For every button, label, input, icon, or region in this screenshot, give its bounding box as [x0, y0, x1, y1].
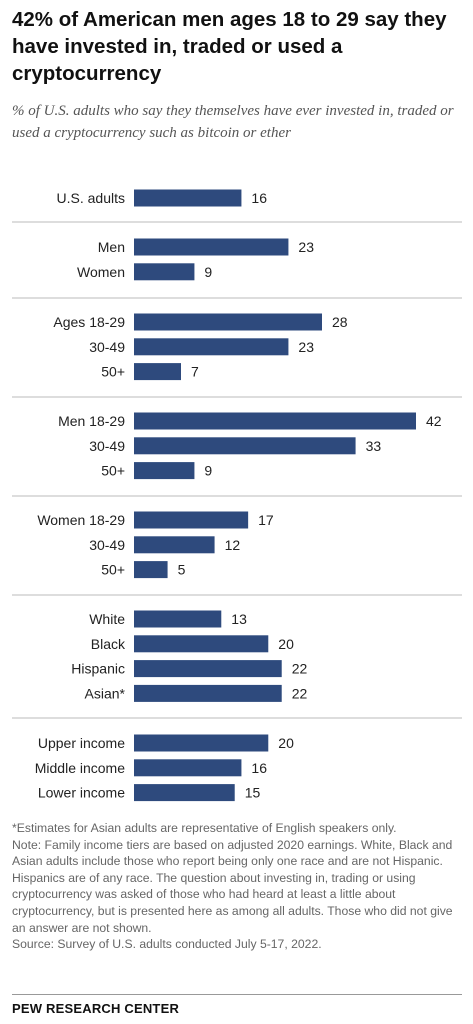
category-label-g6-hispanic: Hispanic	[71, 661, 125, 677]
category-label-g4-men-18-29: Men 18-29	[58, 413, 125, 429]
bar-g2-men	[134, 238, 289, 256]
category-label-g6-black: Black	[91, 636, 126, 652]
category-label-g2-women: Women	[77, 264, 125, 280]
value-label-g6-asian: 22	[292, 685, 308, 701]
bar-g6-hispanic	[134, 660, 282, 678]
category-label-g3-30-49: 30-49	[89, 339, 125, 355]
value-label-g7-lower-income: 15	[245, 785, 261, 801]
bar-g4-men-18-29	[134, 412, 416, 430]
source-note: Source: Survey of U.S. adults conducted …	[12, 937, 322, 952]
category-label-g6-asian: Asian*	[85, 685, 126, 701]
category-label-g7-upper-income: Upper income	[38, 735, 125, 751]
value-label-g6-hispanic: 22	[292, 661, 308, 677]
bar-g6-white	[134, 610, 222, 628]
value-label-g7-upper-income: 20	[278, 735, 294, 751]
value-label-g4-men-18-29: 42	[426, 413, 442, 429]
category-label-g2-men: Men	[98, 239, 125, 255]
value-label-g5-50: 5	[178, 562, 186, 578]
category-label-g5-women-18-29: Women 18-29	[37, 512, 125, 528]
category-label-g1-u-s-adults: U.S. adults	[57, 190, 125, 206]
bar-g1-u-s-adults	[134, 189, 242, 207]
value-label-g6-white: 13	[231, 611, 247, 627]
value-label-g1-u-s-adults: 16	[251, 190, 267, 206]
chart-notes: *Estimates for Asian adults are represen…	[12, 820, 462, 953]
value-label-g2-women: 9	[204, 264, 212, 280]
bar-g7-upper-income	[134, 734, 269, 752]
value-label-g5-women-18-29: 17	[258, 512, 274, 528]
bar-g7-lower-income	[134, 784, 235, 802]
bar-g5-women-18-29	[134, 511, 249, 529]
bar-g3-30-49	[134, 338, 289, 356]
value-label-g5-30-49: 12	[225, 537, 241, 553]
category-label-g7-lower-income: Lower income	[38, 785, 125, 801]
category-label-g4-30-49: 30-49	[89, 438, 125, 454]
bar-g5-50	[134, 561, 168, 579]
bar-chart: U.S. adults 16 Men 23 Women 9 Ages 18-29 28 30-4…	[12, 189, 462, 802]
footer-divider	[12, 994, 462, 995]
methodology-note: Note: Family income tiers are based on a…	[12, 837, 453, 935]
category-label-g4-50: 50+	[101, 463, 125, 479]
bar-g4-30-49	[134, 437, 356, 455]
category-label-g5-30-49: 30-49	[89, 537, 125, 553]
value-label-g4-50: 9	[204, 463, 212, 479]
value-label-g3-30-49: 23	[298, 339, 314, 355]
value-label-g6-black: 20	[278, 636, 294, 652]
footnote-asian: *Estimates for Asian adults are represen…	[12, 821, 397, 835]
value-label-g4-30-49: 33	[366, 438, 382, 454]
bar-g4-50	[134, 462, 195, 480]
value-label-g7-middle-income: 16	[251, 760, 267, 776]
bar-g3-50	[134, 363, 181, 381]
value-label-g2-men: 23	[298, 239, 314, 255]
category-label-g7-middle-income: Middle income	[35, 760, 125, 776]
bar-g7-middle-income	[134, 759, 242, 777]
bar-g6-black	[134, 635, 269, 653]
chart-subtitle: % of U.S. adults who say they themselves…	[12, 103, 454, 141]
category-label-g5-50: 50+	[101, 562, 125, 578]
category-label-g3-50: 50+	[101, 364, 125, 380]
category-label-g6-white: White	[89, 611, 125, 627]
chart-title: 42% of American men ages 18 to 29 say th…	[12, 8, 447, 85]
value-label-g3-50: 7	[191, 364, 199, 380]
bar-g5-30-49	[134, 536, 215, 554]
category-label-g3-ages-18-29: Ages 18-29	[53, 314, 125, 330]
bar-g2-women	[134, 263, 195, 281]
bar-g3-ages-18-29	[134, 313, 322, 331]
value-label-g3-ages-18-29: 28	[332, 314, 348, 330]
bar-g6-asian	[134, 684, 282, 702]
source-organization: PEW RESEARCH CENTER	[12, 1001, 180, 1016]
